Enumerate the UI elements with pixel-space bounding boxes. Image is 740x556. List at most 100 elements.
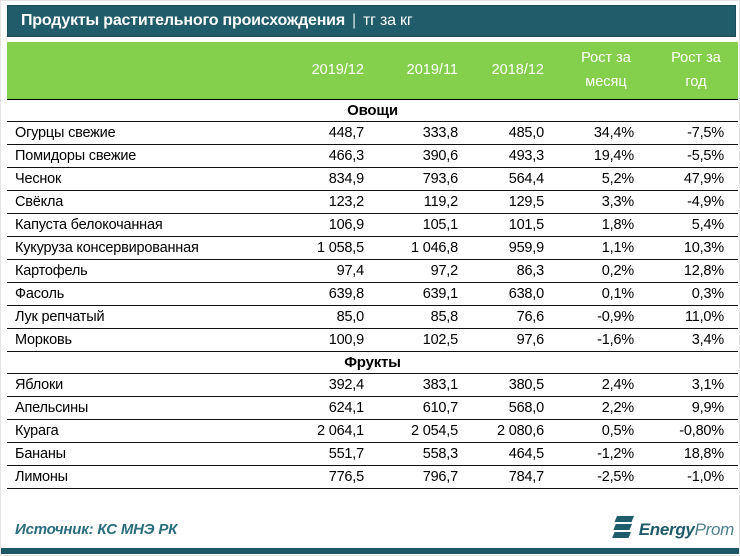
unit-label: тг за кг: [362, 12, 413, 29]
product-name: Морковь: [7, 328, 287, 352]
value-cell: 106,9: [287, 213, 378, 237]
value-cell: 610,7: [378, 396, 472, 420]
title-bar: Продукты растительного происхождения | т…: [7, 5, 736, 37]
value-cell: 0,5%: [558, 419, 648, 443]
value-cell: 392,4: [287, 373, 378, 397]
value-cell: 2,2%: [558, 396, 648, 420]
table-row: Свёкла 123,2 119,2 129,5 3,3% -4,9%: [7, 190, 738, 214]
value-cell: 97,2: [378, 259, 472, 283]
product-name: Картофель: [7, 259, 287, 283]
value-cell: -7,5%: [648, 121, 738, 145]
footer: Источник: КС МНЭ РК EnergyProm: [7, 513, 736, 546]
logo-text-energy: Energy: [638, 519, 695, 539]
product-name: Огурцы свежие: [7, 121, 287, 145]
value-cell: 2 064,1: [287, 419, 378, 443]
value-cell: -2,5%: [558, 465, 648, 489]
price-table-body: Овощи Огурцы свежие 448,7 333,8 485,0 34,4% -7…: [7, 99, 738, 489]
value-cell: 3,1%: [648, 373, 738, 397]
value-cell: 97,6: [472, 328, 558, 352]
product-name: Свёкла: [7, 190, 287, 214]
value-cell: 102,5: [378, 328, 472, 352]
value-cell: 0,3%: [648, 282, 738, 306]
value-cell: 1 046,8: [378, 236, 472, 260]
product-name: Лук репчатый: [7, 305, 287, 329]
value-cell: 12,8%: [648, 259, 738, 283]
value-cell: 333,8: [378, 121, 472, 145]
value-cell: 639,1: [378, 282, 472, 306]
value-cell: 85,0: [287, 305, 378, 329]
product-name: Лимоны: [7, 465, 287, 489]
section-label: Овощи: [7, 99, 738, 122]
value-cell: 464,5: [472, 442, 558, 466]
value-cell: 639,8: [287, 282, 378, 306]
price-table: 2019/12 2019/11 2018/12 Рост за месяц Ро…: [7, 42, 738, 489]
value-cell: 448,7: [287, 121, 378, 145]
value-cell: 86,3: [472, 259, 558, 283]
logo-text-prom: Prom: [694, 519, 735, 539]
value-cell: -0,9%: [558, 305, 648, 329]
product-name: Кукуруза консервированная: [7, 236, 287, 260]
column-header-2019-11: 2019/11: [378, 42, 472, 100]
value-cell: 5,4%: [648, 213, 738, 237]
value-cell: 784,7: [472, 465, 558, 489]
value-cell: 105,1: [378, 213, 472, 237]
table-row: Кукуруза консервированная 1 058,5 1 046,8 9…: [7, 236, 738, 260]
value-cell: 18,8%: [648, 442, 738, 466]
logo-text: EnergyProm: [638, 519, 735, 540]
product-name: Яблоки: [7, 373, 287, 397]
product-name: Помидоры свежие: [7, 144, 287, 168]
value-cell: 2 080,6: [472, 419, 558, 443]
value-cell: 796,7: [378, 465, 472, 489]
value-cell: 380,5: [472, 373, 558, 397]
header-row: 2019/12 2019/11 2018/12 Рост за месяц Ро…: [7, 42, 738, 100]
column-header-2018-12: 2018/12: [472, 42, 558, 100]
energyprom-logo: EnergyProm: [610, 515, 736, 544]
value-cell: 11,0%: [648, 305, 738, 329]
value-cell: 47,9%: [648, 167, 738, 191]
value-cell: 0,2%: [558, 259, 648, 283]
value-cell: -1,2%: [558, 442, 648, 466]
table-row: Апельсины 624,1 610,7 568,0 2,2% 9,9%: [7, 396, 738, 420]
value-cell: 383,1: [378, 373, 472, 397]
column-header-month-growth: Рост за месяц: [558, 42, 648, 100]
value-cell: 485,0: [472, 121, 558, 145]
product-name: Курага: [7, 419, 287, 443]
table-row: Капуста белокочанная 106,9 105,1 101,5 1,8% 5…: [7, 213, 738, 237]
value-cell: 2 054,5: [378, 419, 472, 443]
product-name: Фасоль: [7, 282, 287, 306]
value-cell: 123,2: [287, 190, 378, 214]
value-cell: 1 058,5: [287, 236, 378, 260]
value-cell: 2,4%: [558, 373, 648, 397]
value-cell: 100,9: [287, 328, 378, 352]
value-cell: 85,8: [378, 305, 472, 329]
value-cell: 959,9: [472, 236, 558, 260]
table-header: 2019/12 2019/11 2018/12 Рост за месяц Ро…: [7, 42, 738, 100]
value-cell: 466,3: [287, 144, 378, 168]
column-header-2019-12: 2019/12: [287, 42, 378, 100]
value-cell: 638,0: [472, 282, 558, 306]
value-cell: 493,3: [472, 144, 558, 168]
value-cell: 568,0: [472, 396, 558, 420]
value-cell: 1,1%: [558, 236, 648, 260]
value-cell: 101,5: [472, 213, 558, 237]
table-row: Лимоны 776,5 796,7 784,7 -2,5% -1,0%: [7, 465, 738, 489]
product-name: Апельсины: [7, 396, 287, 420]
title-separator: |: [351, 12, 356, 29]
table-row: Огурцы свежие 448,7 333,8 485,0 34,4% -7,5%: [7, 121, 738, 145]
value-cell: -1,6%: [558, 328, 648, 352]
table-row: Чеснок 834,9 793,6 564,4 5,2% 47,9%: [7, 167, 738, 191]
value-cell: 19,4%: [558, 144, 648, 168]
value-cell: 1,8%: [558, 213, 648, 237]
value-cell: 10,3%: [648, 236, 738, 260]
value-cell: 564,4: [472, 167, 558, 191]
value-cell: 776,5: [287, 465, 378, 489]
value-cell: -5,5%: [648, 144, 738, 168]
energyprom-logo-icon: [610, 515, 635, 544]
table-row: Фасоль 639,8 639,1 638,0 0,1% 0,3%: [7, 282, 738, 306]
section-label: Фрукты: [7, 351, 738, 374]
table-row: Яблоки 392,4 383,1 380,5 2,4% 3,1%: [7, 373, 738, 397]
table-row: Помидоры свежие 466,3 390,6 493,3 19,4% -5,5%: [7, 144, 738, 168]
table-row: Бананы 551,7 558,3 464,5 -1,2% 18,8%: [7, 442, 738, 466]
value-cell: 119,2: [378, 190, 472, 214]
